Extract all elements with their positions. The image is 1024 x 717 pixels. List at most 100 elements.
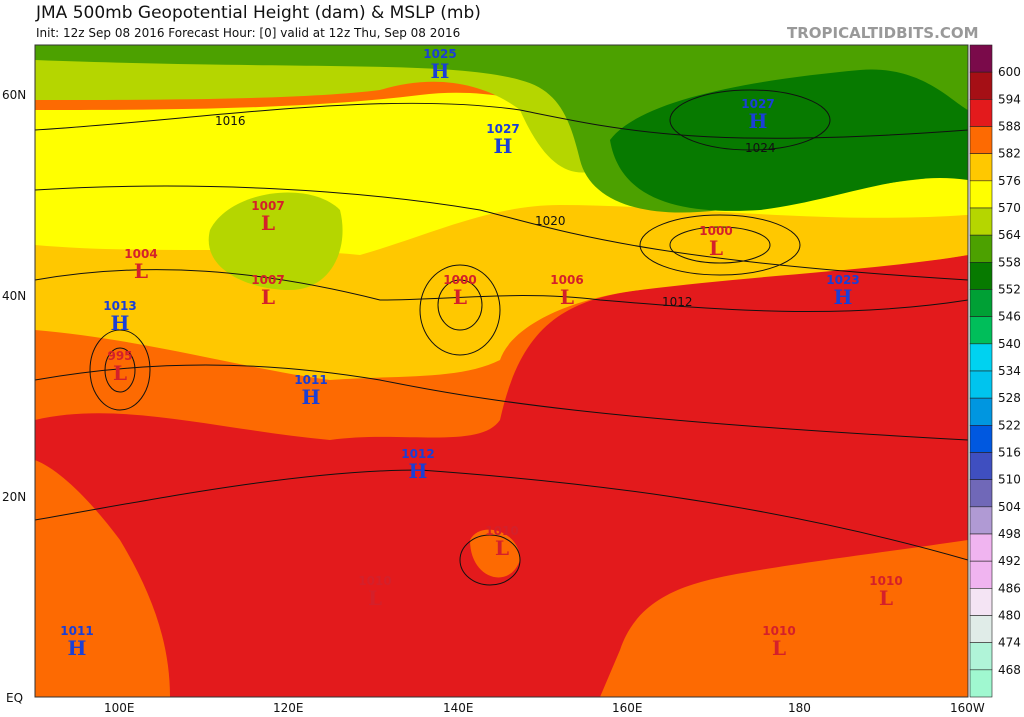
pressure-value: 1007: [251, 199, 284, 213]
colorbar-label: 498: [998, 527, 1021, 541]
map-frame: [34, 44, 969, 698]
colorbar-label: 600: [998, 65, 1021, 79]
colorbar-label: 552: [998, 283, 1021, 297]
height-fill: 1016 1024 1020 1012 1025H1027H1027H1007L…: [35, 45, 968, 697]
colorbar-label: 564: [998, 228, 1021, 242]
lat-label: 20N: [2, 490, 26, 504]
lat-label: 40N: [2, 289, 26, 303]
low-pressure-marker: L: [560, 285, 574, 309]
fill-552: [610, 69, 968, 211]
lat-label: EQ: [6, 691, 23, 705]
pressure-value: 1027: [741, 97, 774, 111]
axis-labels: 60N 40N 20N EQ 100E 120E 140E 160E 180 1…: [2, 88, 985, 715]
colorbar-segment: [969, 397, 993, 426]
colorbar-label: 546: [998, 310, 1021, 324]
low-pressure-marker: L: [261, 285, 275, 309]
pressure-value: 1004: [124, 247, 157, 261]
lon-label: 160W: [950, 701, 985, 715]
colorbar-segment: [969, 642, 993, 671]
colorbar-label: 570: [998, 201, 1021, 215]
colorbar-label: 588: [998, 120, 1021, 134]
colorbar-segment: [969, 153, 993, 182]
pressure-value: 1013: [103, 299, 136, 313]
map-subtitle: Init: 12z Sep 08 2016 Forecast Hour: [0]…: [36, 26, 461, 40]
isobar-label: 1016: [215, 114, 246, 128]
colorbar-label: 468: [998, 663, 1021, 677]
colorbar-label: 534: [998, 364, 1021, 378]
colorbar-segment: [969, 207, 993, 236]
low-pressure-marker: L: [709, 236, 723, 260]
colorbar-segment: [969, 506, 993, 535]
fill-588: [35, 255, 968, 697]
colorbar-label: 528: [998, 391, 1021, 405]
high-pressure-marker: H: [749, 109, 768, 133]
low-pressure-marker: L: [261, 211, 275, 235]
colorbar-label: 486: [998, 581, 1021, 595]
colorbar-segment: [969, 99, 993, 127]
pressure-value: 1027: [486, 122, 519, 136]
fill-576: [35, 200, 968, 380]
isobars: [35, 89, 968, 586]
isobar-label: 1024: [745, 141, 776, 155]
colorbar-segment: [969, 71, 993, 100]
colorbar-label: 522: [998, 418, 1021, 432]
pressure-value: 1011: [60, 624, 93, 638]
lat-label: 60N: [2, 88, 26, 102]
high-pressure-marker: H: [68, 636, 87, 660]
low-pressure-marker: L: [134, 259, 148, 283]
high-pressure-marker: H: [431, 59, 450, 83]
pressure-value: 1011: [294, 373, 327, 387]
colorbar-segment: [969, 425, 993, 453]
lon-label: 160E: [612, 701, 643, 715]
high-pressure-marker: H: [302, 385, 321, 409]
high-pressure-marker: H: [409, 459, 428, 483]
colorbar-segment: [969, 126, 993, 154]
colorbar-label: 582: [998, 147, 1021, 161]
colorbar-segment: [969, 479, 993, 508]
fill-582-sub: [470, 529, 520, 578]
colorbar-segment: [969, 44, 993, 73]
colorbar-segment: [969, 370, 993, 399]
colorbar-segment: [969, 560, 993, 589]
isobar-label: 1012: [662, 295, 693, 309]
colorbar-label: 540: [998, 337, 1021, 351]
pressure-value: 1007: [251, 273, 284, 287]
lon-label: 180: [788, 701, 811, 715]
brand-watermark: TROPICALTIDBITS.COM: [787, 24, 979, 42]
pressure-value: 995: [107, 349, 132, 363]
colorbar-segment: [969, 452, 993, 480]
high-pressure-marker: H: [834, 285, 853, 309]
pressure-value: 1010: [485, 524, 518, 538]
map-title: JMA 500mb Geopotential Height (dam) & MS…: [36, 3, 481, 23]
high-pressure-marker: H: [494, 134, 513, 158]
pressure-value: 1010: [358, 574, 391, 588]
colorbar-segment: [969, 615, 993, 643]
lon-label: 120E: [273, 701, 304, 715]
colorbar-segment: [969, 289, 993, 317]
pressure-value: 1023: [826, 273, 859, 287]
pressure-value: 1010: [869, 574, 902, 588]
colorbar-label: 492: [998, 554, 1021, 568]
low-pressure-marker: L: [495, 536, 509, 560]
high-pressure-marker: H: [111, 311, 130, 335]
pressure-value: 1000: [699, 224, 732, 238]
colorbar-segment: [969, 262, 993, 290]
pressure-value: 1010: [762, 624, 795, 638]
low-pressure-marker: L: [879, 586, 893, 610]
colorbar-label: 576: [998, 174, 1021, 188]
pressure-value: 1012: [401, 447, 434, 461]
isobar-label: 1020: [535, 214, 566, 228]
low-pressure-marker: L: [368, 586, 382, 610]
colorbar-label: 474: [998, 636, 1021, 650]
pressure-value: 1000: [443, 273, 476, 287]
lon-label: 100E: [104, 701, 135, 715]
pressure-value: 1025: [423, 47, 456, 61]
colorbar-segment: [969, 180, 993, 209]
low-pressure-marker: L: [113, 361, 127, 385]
colorbar-label: 510: [998, 473, 1021, 487]
colorbar-segment: [969, 533, 993, 562]
colorbar-label: 480: [998, 609, 1021, 623]
lon-label: 140E: [443, 701, 474, 715]
